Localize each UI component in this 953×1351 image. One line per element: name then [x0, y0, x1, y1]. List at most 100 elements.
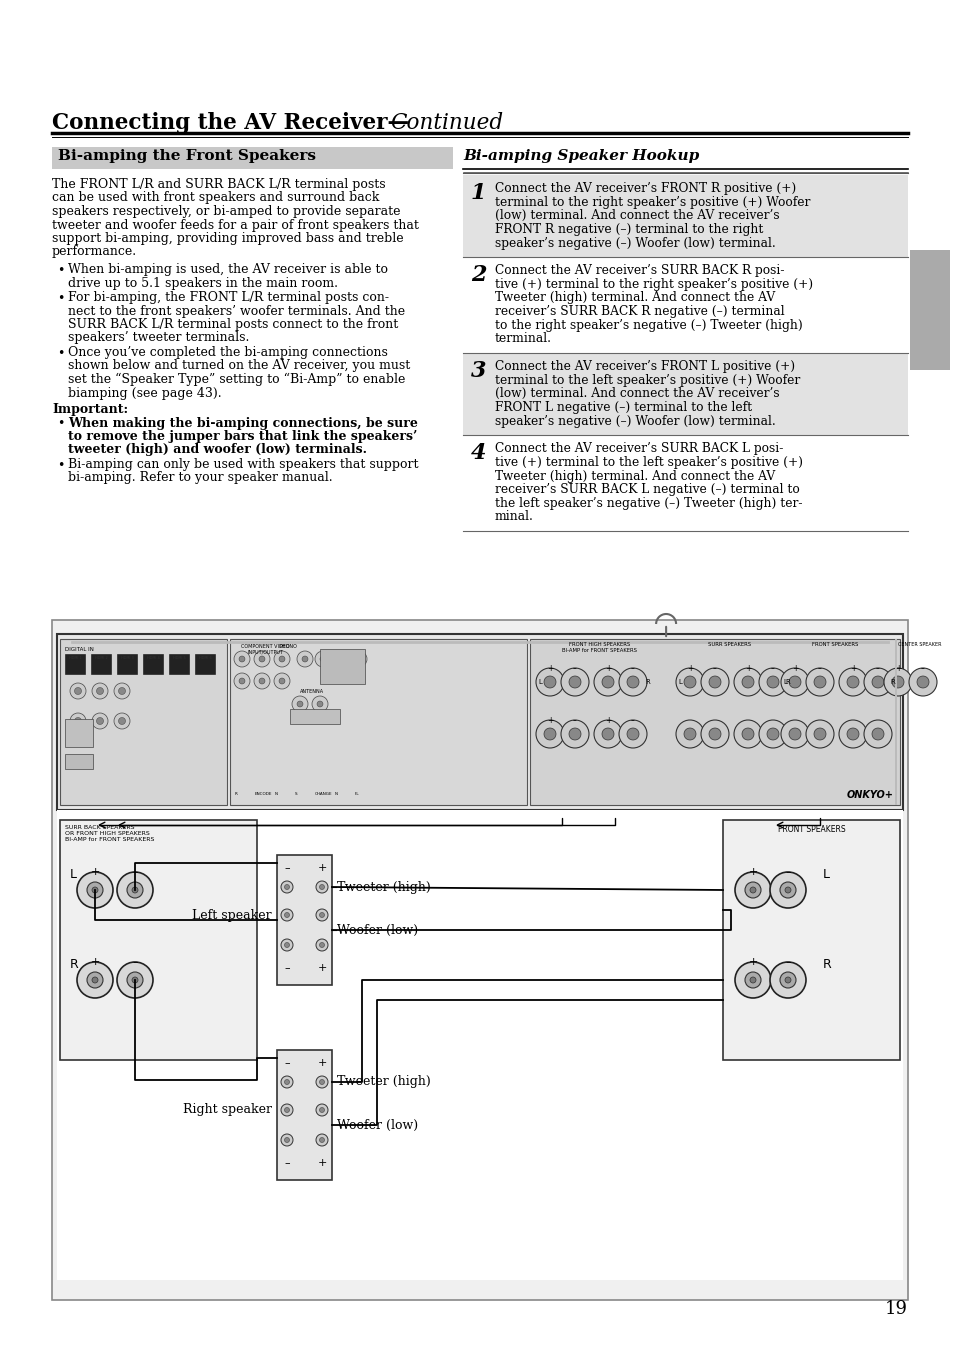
Text: HDMI 4: HDMI 4	[147, 657, 159, 661]
Text: R: R	[644, 680, 649, 685]
FancyBboxPatch shape	[143, 654, 163, 674]
Text: Bi-amping Speaker Hookup: Bi-amping Speaker Hookup	[462, 149, 699, 163]
FancyBboxPatch shape	[722, 820, 899, 1061]
Circle shape	[908, 667, 936, 696]
Circle shape	[284, 943, 289, 947]
Circle shape	[319, 943, 324, 947]
FancyBboxPatch shape	[60, 820, 256, 1061]
Text: Tweeter (high) terminal. And connect the AV: Tweeter (high) terminal. And connect the…	[495, 470, 775, 482]
Circle shape	[315, 1075, 328, 1088]
Text: When making the bi-amping connections, be sure: When making the bi-amping connections, b…	[68, 416, 417, 430]
Circle shape	[258, 678, 265, 684]
Text: Tweeter (high) terminal. And connect the AV: Tweeter (high) terminal. And connect the…	[495, 292, 775, 304]
Text: tive (+) terminal to the left speaker’s positive (+): tive (+) terminal to the left speaker’s …	[495, 455, 802, 469]
Text: 3: 3	[471, 359, 486, 382]
Circle shape	[626, 728, 639, 740]
Text: 4: 4	[471, 442, 486, 465]
Text: –: –	[132, 867, 137, 877]
Circle shape	[284, 912, 289, 917]
Circle shape	[127, 882, 143, 898]
Text: •: •	[57, 347, 64, 359]
Text: shown below and turned on the AV receiver, you must: shown below and turned on the AV receive…	[68, 359, 410, 373]
Text: HDMI 6: HDMI 6	[198, 657, 212, 661]
Circle shape	[568, 676, 580, 688]
Circle shape	[117, 871, 152, 908]
Text: •: •	[57, 417, 64, 431]
Text: +: +	[546, 663, 553, 673]
Text: SURR SPEAKERS: SURR SPEAKERS	[708, 642, 751, 647]
Text: 1: 1	[471, 182, 486, 204]
Circle shape	[96, 717, 103, 724]
Circle shape	[744, 882, 760, 898]
Circle shape	[319, 885, 324, 889]
Circle shape	[734, 962, 770, 998]
Circle shape	[87, 971, 103, 988]
Circle shape	[296, 651, 313, 667]
Circle shape	[560, 667, 588, 696]
Circle shape	[749, 888, 755, 893]
Circle shape	[759, 667, 786, 696]
Text: SURR BACK SPEAKERS
OR FRONT HIGH SPEAKERS
BI-AMP for FRONT SPEAKERS: SURR BACK SPEAKERS OR FRONT HIGH SPEAKER…	[65, 825, 154, 842]
Circle shape	[233, 651, 250, 667]
Text: +: +	[546, 716, 553, 725]
FancyBboxPatch shape	[276, 855, 332, 985]
Text: Tweeter (high): Tweeter (high)	[336, 1075, 431, 1089]
FancyBboxPatch shape	[909, 250, 949, 370]
Text: FRONT L negative (–) terminal to the left: FRONT L negative (–) terminal to the lef…	[495, 401, 751, 413]
Text: –: –	[573, 663, 577, 673]
Text: SURR BACK L/R terminal posts connect to the front: SURR BACK L/R terminal posts connect to …	[68, 317, 397, 331]
Circle shape	[91, 713, 108, 730]
Circle shape	[118, 717, 126, 724]
Circle shape	[319, 912, 324, 917]
Text: When bi-amping is used, the AV receiver is able to: When bi-amping is used, the AV receiver …	[68, 263, 388, 276]
Circle shape	[594, 720, 621, 748]
Circle shape	[708, 728, 720, 740]
FancyBboxPatch shape	[462, 176, 907, 257]
Circle shape	[766, 728, 779, 740]
Text: 19: 19	[884, 1300, 907, 1319]
Text: CHANGE: CHANGE	[314, 792, 333, 796]
Text: speaker’s negative (–) Woofer (low) terminal.: speaker’s negative (–) Woofer (low) term…	[495, 236, 775, 250]
Circle shape	[543, 676, 556, 688]
Text: –: –	[630, 716, 635, 725]
Text: +: +	[686, 663, 693, 673]
Text: PHONO: PHONO	[280, 644, 297, 648]
FancyBboxPatch shape	[52, 620, 907, 1300]
Text: Woofer (low): Woofer (low)	[336, 1119, 417, 1132]
Circle shape	[253, 651, 270, 667]
Circle shape	[74, 717, 81, 724]
Text: ANTENNA: ANTENNA	[299, 689, 324, 694]
Circle shape	[700, 720, 728, 748]
Text: N: N	[335, 792, 337, 796]
Circle shape	[351, 651, 367, 667]
FancyBboxPatch shape	[117, 654, 137, 674]
Text: FRONT SPEAKERS: FRONT SPEAKERS	[811, 642, 858, 647]
FancyBboxPatch shape	[60, 639, 227, 805]
FancyBboxPatch shape	[462, 353, 907, 435]
Circle shape	[315, 939, 328, 951]
Text: Left speaker: Left speaker	[193, 908, 272, 921]
Circle shape	[780, 971, 795, 988]
Circle shape	[337, 657, 344, 662]
Circle shape	[239, 678, 245, 684]
Circle shape	[813, 728, 825, 740]
Circle shape	[315, 881, 328, 893]
Circle shape	[118, 688, 126, 694]
FancyBboxPatch shape	[319, 648, 365, 684]
Text: ENCODE: ENCODE	[254, 792, 273, 796]
Text: CENTER SPEAKER: CENTER SPEAKER	[898, 642, 941, 647]
Circle shape	[700, 667, 728, 696]
Text: +: +	[747, 867, 757, 877]
Circle shape	[788, 728, 801, 740]
Circle shape	[239, 657, 245, 662]
Text: –: –	[284, 1058, 290, 1069]
Circle shape	[769, 871, 805, 908]
Text: •: •	[57, 263, 64, 277]
Circle shape	[316, 701, 323, 707]
FancyBboxPatch shape	[65, 654, 85, 674]
Text: •: •	[57, 459, 64, 471]
Circle shape	[601, 676, 614, 688]
Circle shape	[315, 909, 328, 921]
Text: –: –	[875, 663, 879, 673]
Circle shape	[314, 651, 331, 667]
